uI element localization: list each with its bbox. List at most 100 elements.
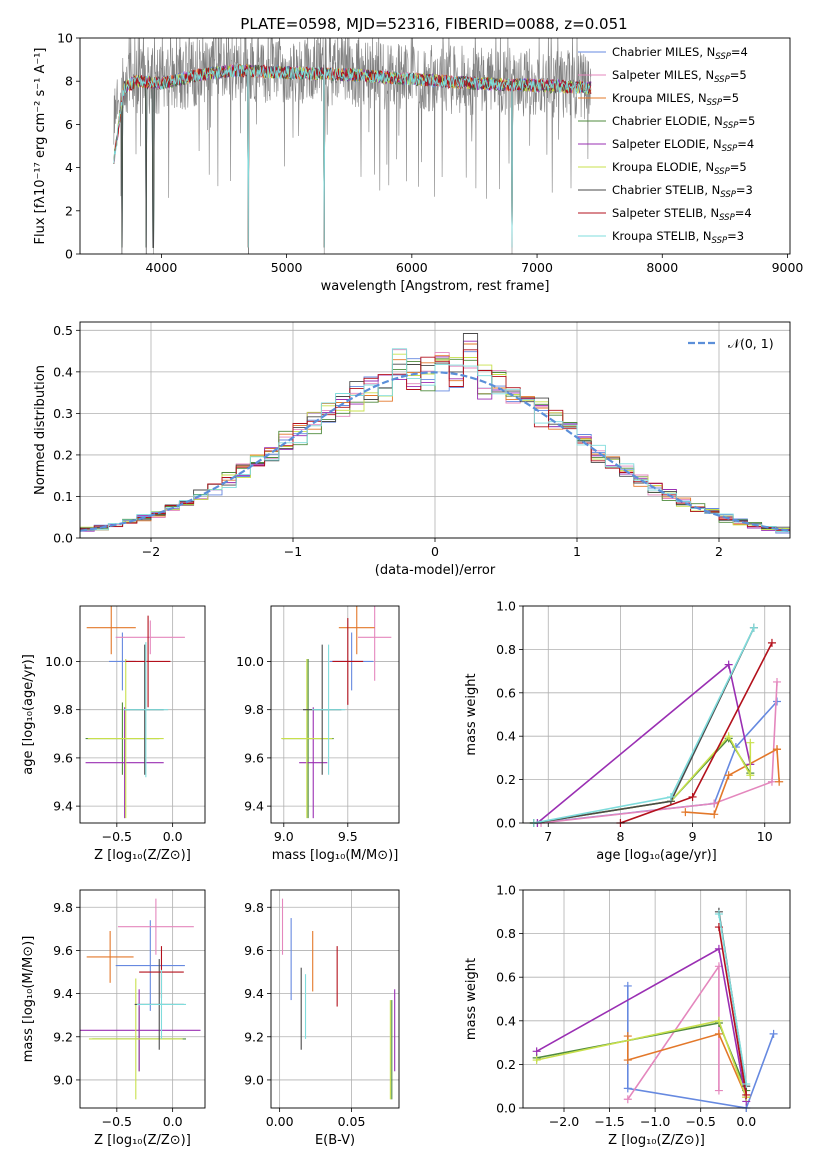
- y-tick-label: 0.2: [496, 772, 516, 787]
- axes-frame: [522, 889, 791, 1109]
- y-tick-label: 9.8: [53, 900, 73, 915]
- massweight-series-line: [627, 963, 720, 1100]
- y-tick-label: 8: [65, 74, 73, 89]
- x-axis-label: Z [log₁₀(Z/Z⊙)]: [608, 1133, 705, 1148]
- x-tick-label: −0.5: [102, 829, 132, 844]
- x-tick-label: −0.5: [686, 1114, 716, 1129]
- massweight-point: [724, 732, 733, 741]
- y-tick-label: 0.2: [53, 447, 73, 462]
- spectrum-panel: 4000 5000 6000 7000 8000 9000 0 2 4 6 8 10 wavelengt…: [33, 31, 803, 295]
- massweight-point: [623, 1056, 632, 1065]
- y-axis-label: mass weight: [464, 958, 479, 1040]
- y-tick-label: 9.6: [244, 943, 264, 958]
- x-tick-label: 0: [431, 544, 439, 559]
- massweight-point: [681, 808, 690, 817]
- axes-frame: [270, 889, 400, 1109]
- massweight-series-line: [536, 663, 752, 823]
- y-tick-label: 9.6: [53, 750, 73, 765]
- y-tick-label: 0.5: [53, 323, 73, 338]
- legend-entry: 𝒩(0, 1): [728, 336, 774, 351]
- massweight-point: [623, 1032, 632, 1041]
- x-tick-label: 7: [544, 829, 552, 844]
- spectrum-data-line: [113, 38, 592, 254]
- axes-frame: [522, 605, 791, 824]
- legend-entry: Chabrier ELODIE, NSSP=5: [612, 114, 755, 131]
- y-tick-label: 9.4: [244, 986, 264, 1001]
- massweight-point: [724, 660, 733, 669]
- x-axis-label: Z [log₁₀(Z/Z⊙)]: [94, 848, 191, 863]
- y-tick-label: 0.0: [53, 531, 73, 546]
- y-tick-label: 0.4: [496, 729, 516, 744]
- x-axis-label: (data-model)/error: [375, 563, 496, 578]
- x-tick-label: 0.0: [163, 1114, 183, 1129]
- spectrum-model-line: [113, 63, 592, 248]
- x-tick-label: 8000: [646, 260, 678, 275]
- x-tick-label: 1: [573, 544, 581, 559]
- y-tick-label: 0.4: [496, 1013, 516, 1028]
- x-tick-label: 0.00: [266, 1114, 294, 1129]
- massweight-point: [623, 1095, 632, 1104]
- age-vs-Z-panel: −0.5 0.0 9.4 9.6 9.8 10.0 Z [log₁₀(Z/Z⊙)] age […: [21, 605, 206, 863]
- x-tick-label: 0.0: [736, 1114, 756, 1129]
- y-tick-label: 9.4: [53, 799, 73, 814]
- y-tick-label: 10.0: [45, 654, 73, 669]
- x-tick-label: 4000: [145, 260, 177, 275]
- x-tick-label: −0.5: [102, 1114, 132, 1129]
- x-axis-label: age [log₁₀(age/yr)]: [596, 848, 717, 863]
- x-tick-label: 0.0: [163, 829, 183, 844]
- x-tick-label: −1.5: [594, 1114, 624, 1129]
- massweight-point: [775, 777, 784, 786]
- x-tick-label: 2: [715, 544, 723, 559]
- x-tick-label: −2.0: [549, 1114, 579, 1129]
- x-axis-label: mass [log₁₀(M/M⊙)]: [272, 848, 399, 863]
- massweight-series-line: [540, 681, 778, 823]
- massweight-point: [742, 1080, 751, 1089]
- y-tick-label: 0.8: [496, 642, 516, 657]
- massweight-point: [749, 623, 758, 632]
- y-tick-label: 0.1: [53, 489, 73, 504]
- axes-frame: [79, 321, 791, 539]
- y-tick-label: 9.4: [53, 986, 73, 1001]
- massweight-series-line: [627, 1032, 748, 1098]
- y-tick-label: 0.4: [53, 364, 73, 379]
- y-tick-label: 10.0: [236, 654, 264, 669]
- x-tick-label: −1: [284, 544, 302, 559]
- massweight-series-line: [685, 747, 780, 816]
- gaussian-curve: [79, 371, 791, 532]
- massweight-point: [767, 638, 776, 647]
- x-tick-label: −2: [142, 544, 160, 559]
- y-tick-label: 6: [65, 117, 73, 132]
- y-tick-label: 9.6: [53, 943, 73, 958]
- y-tick-label: 0.2: [496, 1057, 516, 1072]
- massweight-point: [623, 1084, 632, 1093]
- y-axis-label: Normed distribution: [33, 365, 48, 495]
- y-tick-label: 0: [65, 247, 73, 262]
- massweight-series-line: [718, 926, 748, 1096]
- x-tick-label: 0.05: [338, 1114, 366, 1129]
- y-tick-label: 0.6: [496, 685, 516, 700]
- massweight-vs-age-panel: 7 8 9 10 0.0 0.2 0.4 0.6 0.8 1.0 age [log₁₀(age/yr…: [464, 599, 791, 863]
- age-vs-mass-panel: 9.0 9.5 9.4 9.6 9.8 10.0 mass [log₁₀(M/M⊙)]: [236, 605, 400, 863]
- y-tick-label: 2: [65, 203, 73, 218]
- massweight-point: [710, 810, 719, 819]
- legend-entry: Kroupa ELODIE, NSSP=5: [612, 160, 747, 177]
- massweight-series-line: [533, 627, 755, 823]
- x-axis-label: Z [log₁₀(Z/Z⊙)]: [94, 1133, 191, 1148]
- y-tick-label: 0.0: [496, 1101, 516, 1116]
- legend-entry: Salpeter STELIB, NSSP=4: [612, 206, 752, 223]
- massweight-point: [714, 944, 723, 953]
- legend-entry: Kroupa MILES, NSSP=5: [612, 91, 739, 108]
- massweight-series-line: [718, 913, 748, 1085]
- y-tick-label: 1.0: [496, 599, 516, 614]
- residuals-panel: −2 −1 0 1 2 0.0 0.1 0.2 0.3 0.4 0.5 (data-model)/er…: [33, 321, 791, 578]
- legend-entry: Chabrier STELIB, NSSP=3: [612, 183, 753, 200]
- massweight-point: [532, 1056, 541, 1065]
- y-tick-label: 9.8: [244, 702, 264, 717]
- y-tick-label: 9.6: [244, 750, 264, 765]
- x-axis-label: wavelength [Angstrom, rest frame]: [321, 279, 550, 294]
- x-tick-label: 10: [757, 829, 773, 844]
- massweight-point: [767, 777, 776, 786]
- massweight-point: [746, 771, 755, 780]
- y-axis-label: age [log₁₀(age/yr)]: [21, 654, 36, 775]
